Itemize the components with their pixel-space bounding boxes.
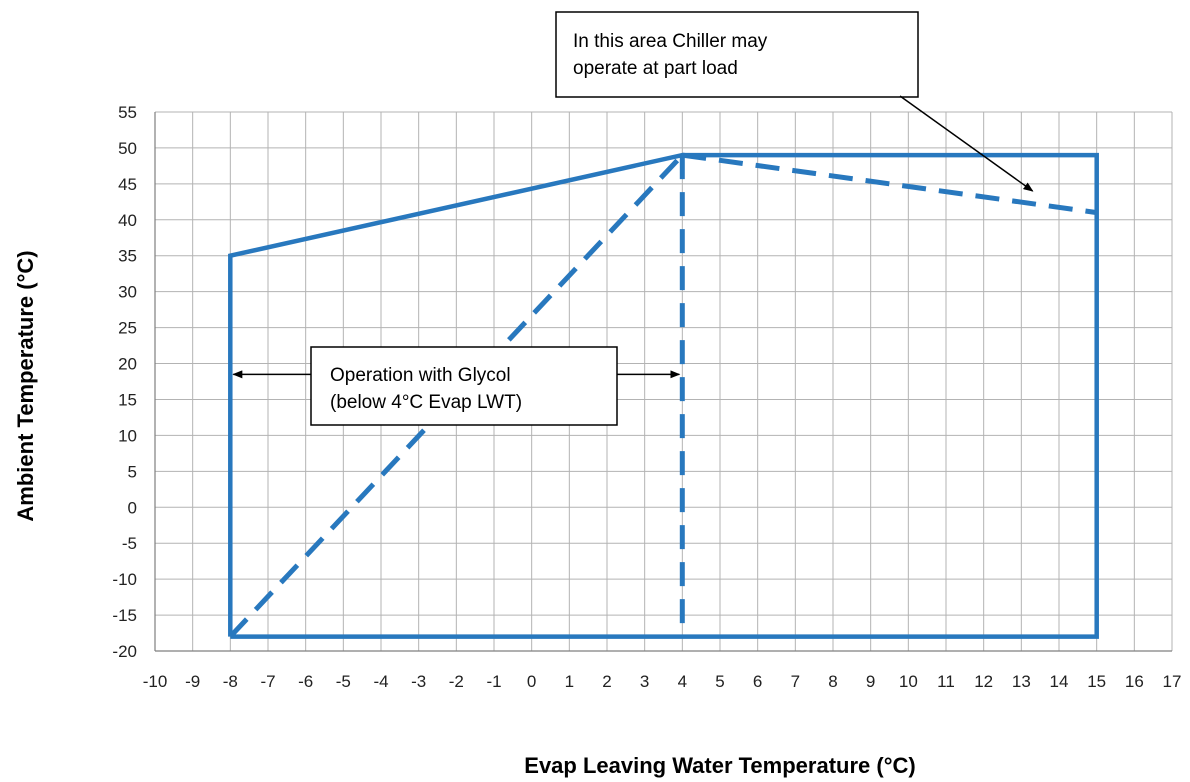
- part-load-note-box: [555, 11, 919, 98]
- dashed-series-line: [681, 152, 1098, 216]
- x-tick-label: -10: [143, 672, 168, 691]
- x-tick-label: 9: [866, 672, 875, 691]
- part-load-note-text: In this area Chiller may: [573, 31, 768, 52]
- x-tick-label: 15: [1087, 672, 1106, 691]
- x-tick-label: -3: [411, 672, 426, 691]
- x-tick-label: 5: [715, 672, 724, 691]
- y-tick-label: 30: [118, 283, 137, 302]
- x-tick-label: -6: [298, 672, 313, 691]
- y-tick-label: 0: [128, 498, 137, 517]
- x-tick-label: 14: [1050, 672, 1069, 691]
- y-tick-label: 40: [118, 211, 137, 230]
- x-tick-label: 10: [899, 672, 918, 691]
- x-tick-labels: -10 -9 -8 -7 -6 -5 -4 -3 -2 -1 0 1 2 3 4 5 6 7 8 9 10 11 12 13 1…: [143, 672, 1182, 691]
- y-tick-label: 10: [118, 426, 137, 445]
- x-tick-label: 8: [828, 672, 837, 691]
- envelope-boundary-line: [228, 152, 1099, 639]
- x-tick-label: 17: [1163, 672, 1182, 691]
- x-tick-label: 12: [974, 672, 993, 691]
- y-tick-label: 55: [118, 103, 137, 122]
- y-tick-label: 20: [118, 355, 137, 374]
- x-tick-label: -1: [486, 672, 501, 691]
- x-tick-label: -7: [260, 672, 275, 691]
- y-tick-label: 15: [118, 390, 137, 409]
- part-load-note-text: operate at part load: [573, 58, 738, 79]
- x-tick-label: -9: [185, 672, 200, 691]
- x-tick-label: -2: [449, 672, 464, 691]
- y-tick-label: -10: [112, 570, 137, 589]
- part-load-arrow: [899, 95, 1034, 192]
- y-tick-label: 35: [118, 247, 137, 266]
- y-tick-label: 25: [118, 319, 137, 338]
- glycol-note-box: [310, 346, 618, 426]
- x-tick-label: 1: [565, 672, 574, 691]
- y-axis-title: Ambient Temperature (°C): [13, 250, 38, 521]
- plot-grid: [154, 111, 1173, 652]
- x-axis-title: Evap Leaving Water Temperature (°C): [524, 753, 915, 778]
- glycol-note-text: (below 4°C Evap LWT): [330, 392, 522, 413]
- x-tick-label: -4: [373, 672, 388, 691]
- y-tick-label: -15: [112, 606, 137, 625]
- x-tick-label: -5: [336, 672, 351, 691]
- x-tick-label: 7: [791, 672, 800, 691]
- x-tick-label: 6: [753, 672, 762, 691]
- x-tick-label: 0: [527, 672, 536, 691]
- x-tick-label: -8: [223, 672, 238, 691]
- glycol-note-text: Operation with Glycol: [330, 365, 511, 386]
- x-tick-label: 13: [1012, 672, 1031, 691]
- y-tick-label: 5: [128, 462, 137, 481]
- y-tick-label: -20: [112, 642, 137, 661]
- x-tick-label: 11: [937, 672, 955, 691]
- y-tick-label: 50: [118, 139, 137, 158]
- annotations: In this area Chiller may operate at part …: [232, 11, 1034, 426]
- plot-series: [228, 152, 1099, 639]
- x-tick-label: 2: [602, 672, 611, 691]
- y-tick-label: 45: [118, 175, 137, 194]
- x-tick-label: 16: [1125, 672, 1144, 691]
- x-tick-label: 4: [678, 672, 687, 691]
- x-tick-label: 3: [640, 672, 649, 691]
- y-tick-label: -5: [122, 534, 137, 553]
